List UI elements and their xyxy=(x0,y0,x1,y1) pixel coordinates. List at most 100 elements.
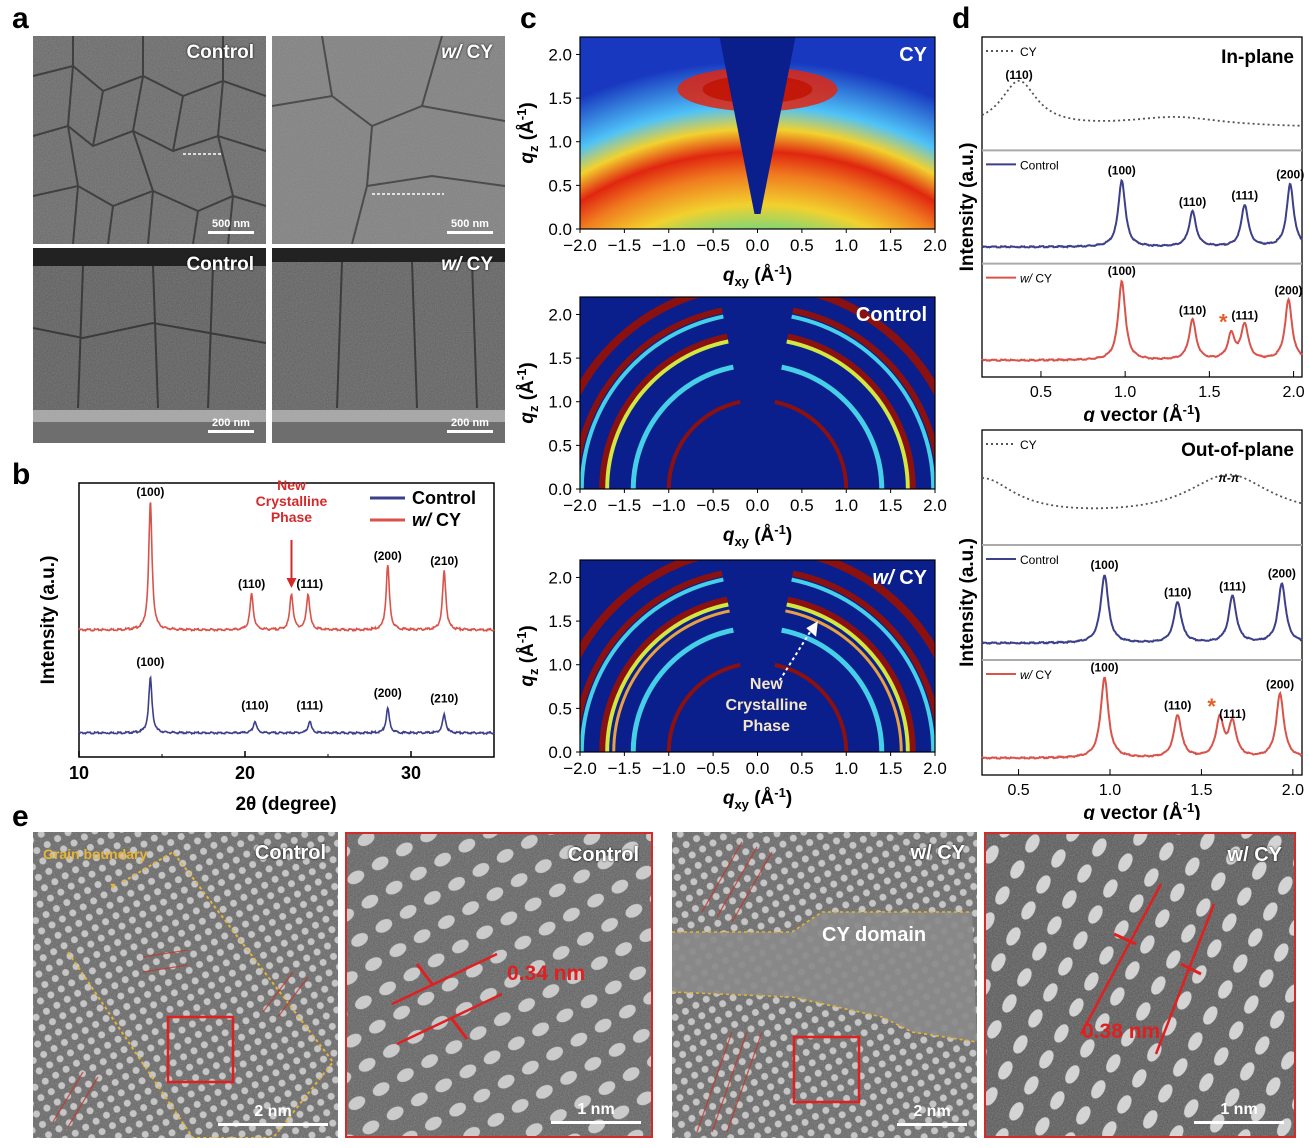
peak-label: * xyxy=(1207,694,1216,719)
ytick-label: 2.0 xyxy=(548,305,572,324)
sem-cross-control: Control 200 nm xyxy=(33,248,266,443)
sem-title: Control xyxy=(186,254,254,275)
legend-italic: w/ xyxy=(1020,668,1034,682)
peak-label: (110) xyxy=(241,699,268,713)
sub: xy xyxy=(734,797,749,812)
annotation-new-phase: Phase xyxy=(271,509,312,525)
giwaxs-title: Control xyxy=(856,304,927,326)
annotation-new-phase: New xyxy=(750,676,783,693)
close: ) xyxy=(517,625,538,631)
axis-ylabel: Intensity (a.u.) xyxy=(957,538,978,667)
unit: (Å xyxy=(749,265,775,286)
xrd-content: (100) (110) (111) (200) (210) (100) (110) (111)… xyxy=(78,480,495,736)
peak-label: (111) xyxy=(1219,707,1246,721)
legend-entry: w/ CY xyxy=(412,510,461,530)
sup: -1 xyxy=(774,785,786,800)
inplane-chart: In-plane CY Control w/ CY (110) (100) (110) (11… xyxy=(957,36,1305,422)
peak-label: (200) xyxy=(374,549,402,563)
ytick-label: 2.0 xyxy=(548,45,572,64)
xtick-label: 2.0 xyxy=(923,759,947,778)
xtick-label: 2.0 xyxy=(923,496,947,515)
legend-text: CY xyxy=(431,510,461,530)
peak-label: π-π xyxy=(1218,471,1240,485)
ytick-label: 2.0 xyxy=(548,568,572,587)
xtick-label: 0.5 xyxy=(790,759,814,778)
unit: (Å xyxy=(749,525,775,546)
panel-label-c: c xyxy=(520,2,537,35)
close: ) xyxy=(786,265,792,286)
peak-label: (100) xyxy=(1091,558,1119,572)
xrd-frame xyxy=(78,482,495,758)
unit: (Å xyxy=(517,120,538,146)
chart-title: Out-of-plane xyxy=(1181,440,1294,461)
sem-cross-wcy: w/ CY 200 nm xyxy=(272,248,505,443)
sup: -1 xyxy=(515,369,529,381)
close: ) xyxy=(517,362,538,368)
peak-label: (100) xyxy=(136,485,164,499)
axis-ylabel: qz (Å-1) xyxy=(515,362,541,423)
peak-label: (100) xyxy=(136,655,164,669)
peak-label: (111) xyxy=(1231,188,1258,202)
series-cy xyxy=(981,79,1303,127)
sem-top-wcy: w/ CY 500 nm xyxy=(272,36,505,244)
giwaxs-cy: CY −2.0 −1.5 −1.0 −0.5 0.0 0.5 1.0 1.5 2.0 0.0 0.5 1… xyxy=(515,36,947,289)
annotation-arrowhead xyxy=(806,621,818,637)
series-w-cy xyxy=(981,676,1303,760)
q: q xyxy=(1083,405,1095,422)
panel-label-d: d xyxy=(952,2,971,35)
xtick-label: 0.0 xyxy=(746,496,770,515)
scale-bar: 200 nm xyxy=(447,417,493,433)
legend-entry: w/ CY xyxy=(1020,272,1052,286)
ytick-label: 0.0 xyxy=(548,743,572,762)
scale-bar: 2 nm xyxy=(218,1103,328,1126)
panel-label-e: e xyxy=(12,800,29,833)
close: ) xyxy=(786,525,792,546)
peak-label: (200) xyxy=(1268,567,1296,581)
scale-bar: 2 nm xyxy=(897,1103,967,1126)
peak-label: (200) xyxy=(374,686,402,700)
xtick-label: 1.5 xyxy=(879,496,903,515)
tem-title: w/ CY xyxy=(910,842,965,864)
giwaxs-title: w/ CY xyxy=(873,567,928,589)
xtick-label: 1.5 xyxy=(879,236,903,255)
tem-title: Control xyxy=(567,844,639,866)
xtick-label: −2.0 xyxy=(563,496,597,515)
peak-label: (210) xyxy=(430,692,458,706)
annotation-new-phase: Phase xyxy=(743,718,790,735)
ytick-label: 1.5 xyxy=(548,89,572,108)
xtick-label: 30 xyxy=(401,763,421,783)
xtick-label: 1.0 xyxy=(834,759,858,778)
unit: (Å xyxy=(749,788,775,809)
tem-wcy-zoom: 0.38 nm w/ CY 1 nm xyxy=(984,832,1296,1138)
peak-label: (210) xyxy=(430,554,458,568)
q: q xyxy=(723,788,735,809)
axis-xlabel: qxy (Å-1) xyxy=(723,785,792,812)
detector-gap xyxy=(719,297,796,474)
cy-domain-label: CY domain xyxy=(822,924,927,946)
ytick-label: 1.5 xyxy=(548,612,572,631)
peak-label: (111) xyxy=(1219,579,1246,593)
ytick-label: 0.5 xyxy=(548,176,572,195)
giwaxs-control: Control −2.0 −1.5 −1.0 −0.5 0.0 0.5 1.0 1.5 2.0 0.… xyxy=(515,296,947,549)
detector-gap xyxy=(719,37,796,214)
axis-xlabel: qxy (Å-1) xyxy=(723,522,792,549)
sem-title: w/ CY xyxy=(441,42,493,63)
xtick-label: 2.0 xyxy=(1282,384,1304,401)
peak-label: (100) xyxy=(1108,264,1136,278)
annotation-arrow xyxy=(778,627,814,681)
sem-title: w/ CY xyxy=(441,254,493,275)
panel-label-b: b xyxy=(12,458,31,491)
outofplane-chart: Out-of-plane CY Control w/ CY π-π (100) (110) (… xyxy=(957,429,1304,820)
peak-label: (111) xyxy=(296,699,323,713)
xtick-label: 2.0 xyxy=(1282,782,1304,799)
q: q xyxy=(723,525,735,546)
sup: -1 xyxy=(774,262,786,277)
sub: z xyxy=(526,145,541,152)
giwaxs-image xyxy=(580,560,935,752)
xtick-label: 1.0 xyxy=(1099,782,1121,799)
peak-label: * xyxy=(1219,309,1228,334)
scale-bar: 500 nm xyxy=(447,218,493,234)
close: ) xyxy=(1194,803,1200,820)
tem-control-wide: ▼ Grain boundary Control 2 nm xyxy=(33,832,338,1138)
xtick-label: −1.5 xyxy=(608,759,642,778)
